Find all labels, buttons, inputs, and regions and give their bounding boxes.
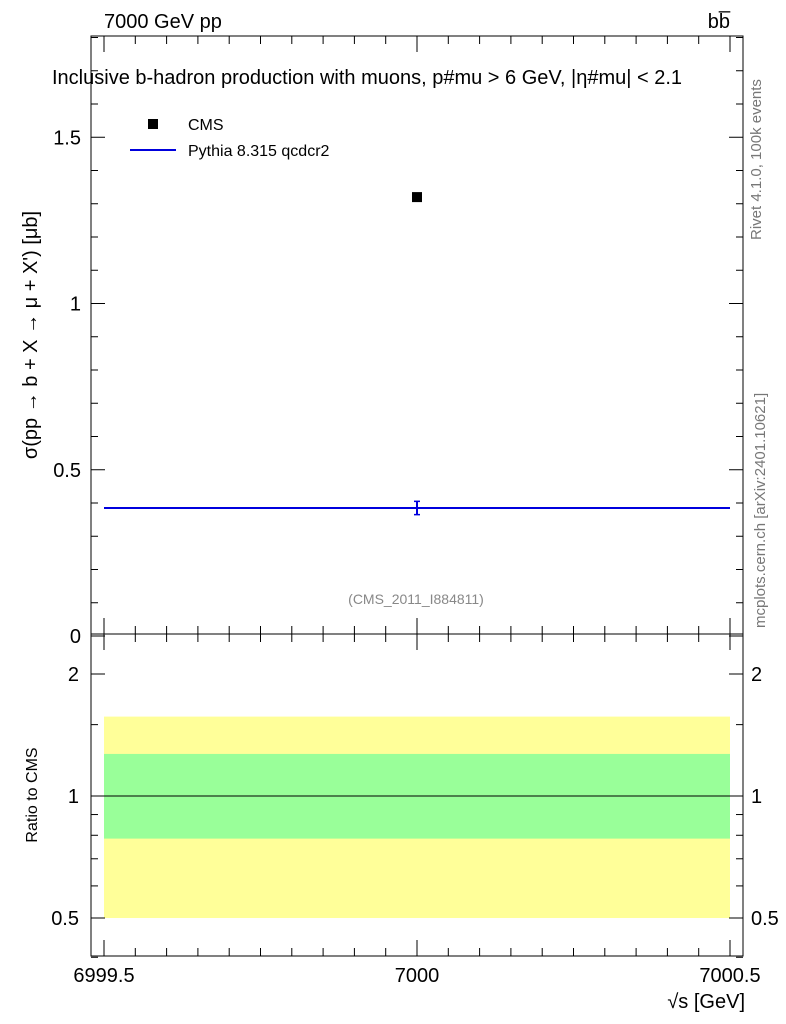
main-y-tick-label: 1.5 [53, 127, 81, 149]
cms-data-point [412, 192, 422, 203]
ratio-y-tick-label-right: 1 [751, 786, 762, 808]
process-label: bb̅ [708, 10, 731, 33]
ratio-y-tick-label: 1 [68, 786, 79, 808]
legend: CMS Pythia 8.315 qcdcr2 [130, 117, 330, 160]
main-y-tick-label: 0 [70, 626, 81, 648]
ratio-y-tick-label-right: 0.5 [751, 908, 779, 930]
legend-label-pythia: Pythia 8.315 qcdcr2 [188, 143, 330, 160]
energy-label: 7000 GeV pp [104, 11, 222, 33]
main-x-ticks [103, 36, 731, 634]
ratio-panel: 0.5 0.5 1 1 2 2 6999.5 7000 7000.5 Ratio to CMS… [24, 633, 779, 1013]
x-tick-label: 6999.5 [73, 965, 134, 987]
plot-title: Inclusive b-hadron production with muons… [52, 67, 682, 89]
main-y-tick-label: 1 [70, 294, 81, 316]
ratio-y-ticks: 0.5 0.5 1 1 2 2 [51, 664, 779, 958]
ratio-y-tick-label: 0.5 [51, 908, 79, 930]
x-tick-label: 7000 [395, 965, 440, 987]
main-y-ticks: 00.511.522.533.5 [53, 37, 743, 648]
x-tick-label: 7000.5 [699, 965, 760, 987]
ratio-y-tick-label-right: 2 [751, 664, 762, 686]
x-axis-label: √s [GeV] [667, 991, 745, 1013]
analysis-id: (CMS_2011_I884811) [348, 591, 484, 607]
main-panel: 00.511.522.533.5 σ(pp → b + X → μ + X') … [20, 35, 744, 648]
rivet-label: Rivet 4.1.0, 100k events [748, 79, 765, 240]
legend-label-cms: CMS [188, 117, 224, 134]
main-y-tick-label: 0.5 [53, 460, 81, 482]
mcplots-label: mcplots.cern.ch [arXiv:2401.10621] [752, 393, 769, 628]
legend-marker-cms [148, 119, 158, 129]
ratio-x-ticks: 6999.5 7000 7000.5 [73, 634, 761, 987]
main-series [104, 192, 730, 516]
ratio-y-tick-label: 2 [68, 664, 79, 686]
main-y-axis-label: σ(pp → b + X → μ + X') [μb] [20, 211, 42, 459]
ratio-y-axis-label: Ratio to CMS [24, 747, 41, 842]
ratio-bands [104, 716, 730, 918]
